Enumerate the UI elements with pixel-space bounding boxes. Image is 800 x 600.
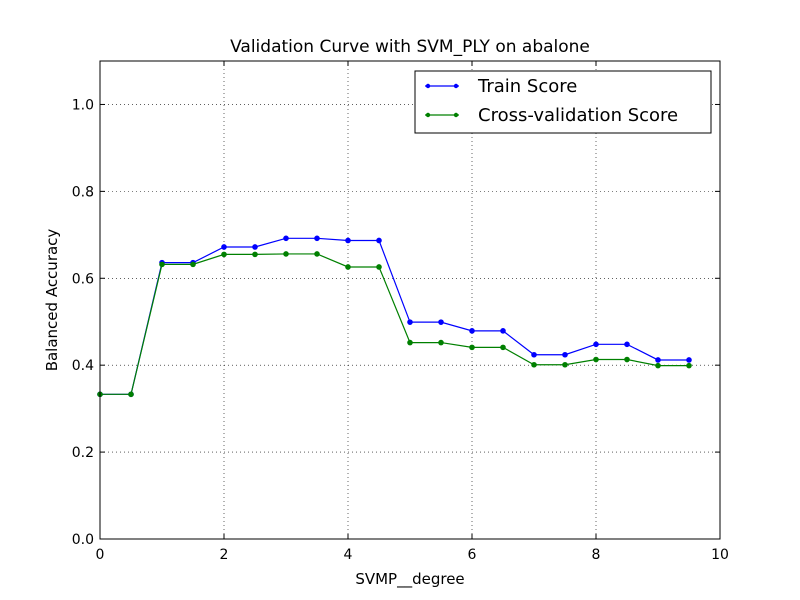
axis-ticks: 0 2 4 6 8 10 0.0 0.2 0.4 0.6 0.8 1.0 [72,61,729,563]
y-axis-label: Balanced Accuracy [43,229,61,372]
data-point-train-score [283,235,289,242]
data-point-cross-validation-score [314,251,320,257]
data-point-train-score [407,319,413,325]
legend-marker-train-score [425,83,431,89]
data-point-train-score [593,341,599,348]
data-point-cross-validation-score [655,362,661,369]
y-tick-label: 0.8 [72,184,94,200]
data-point-train-score [531,351,537,358]
y-tick-label: 1.0 [72,97,94,113]
x-tick-label: 8 [592,547,601,563]
plot-area-frame [99,60,721,540]
data-point-cross-validation-score [500,344,506,351]
data-point-train-score [221,244,227,250]
data-point-cross-validation-score [686,362,692,369]
legend-marker-cross-validation-score [425,112,431,118]
series-line-train-score [100,237,689,395]
data-point-cross-validation-score [345,264,351,270]
data-point-train-score [624,341,630,348]
data-point-train-score [438,319,444,325]
data-point-cross-validation-score [159,261,165,268]
chart-title: Validation Curve with SVM_PLY on abalone [230,37,590,57]
y-tick-label: 0.6 [72,271,94,287]
data-point-cross-validation-score [252,251,258,258]
legend-label-train-score: Train Score [477,76,577,97]
y-tick-label: 0.4 [72,358,94,374]
data-point-cross-validation-score [407,339,413,346]
data-point-train-score [655,357,661,363]
series-layer [97,235,692,398]
y-tick-label: 0.0 [72,532,94,548]
data-point-train-score [314,235,320,242]
data-point-cross-validation-score [531,361,537,368]
data-point-cross-validation-score [128,391,134,398]
legend-marker-cross-validation-score [453,112,459,118]
data-point-train-score [252,244,258,250]
data-point-train-score [686,357,692,363]
legend: Train Score Cross-validation Score [414,70,712,134]
x-axis-label: SVMP__degree [355,570,464,589]
data-point-train-score [376,237,382,244]
data-point-cross-validation-score [469,344,475,351]
series-line-cross-validation-score [100,253,689,395]
data-point-train-score [500,328,506,334]
data-point-cross-validation-score [624,356,630,363]
data-point-cross-validation-score [190,261,196,268]
x-tick-label: 6 [468,547,477,563]
x-tick-label: 2 [220,547,229,563]
data-point-train-score [469,328,475,334]
data-point-cross-validation-score [376,264,382,270]
legend-label-cross-validation-score: Cross-validation Score [478,105,678,126]
legend-marker-train-score [453,83,459,89]
data-point-cross-validation-score [283,251,289,257]
data-point-train-score [562,351,568,358]
data-point-cross-validation-score [221,251,227,258]
y-tick-label: 0.2 [72,445,94,461]
data-point-train-score [345,237,351,244]
x-tick-label: 10 [711,547,729,563]
x-tick-label: 4 [344,547,353,563]
data-point-cross-validation-score [593,356,599,363]
data-point-cross-validation-score [438,339,444,346]
x-tick-label: 0 [96,547,105,563]
legend-frame [414,70,712,134]
data-point-cross-validation-score [562,361,568,368]
